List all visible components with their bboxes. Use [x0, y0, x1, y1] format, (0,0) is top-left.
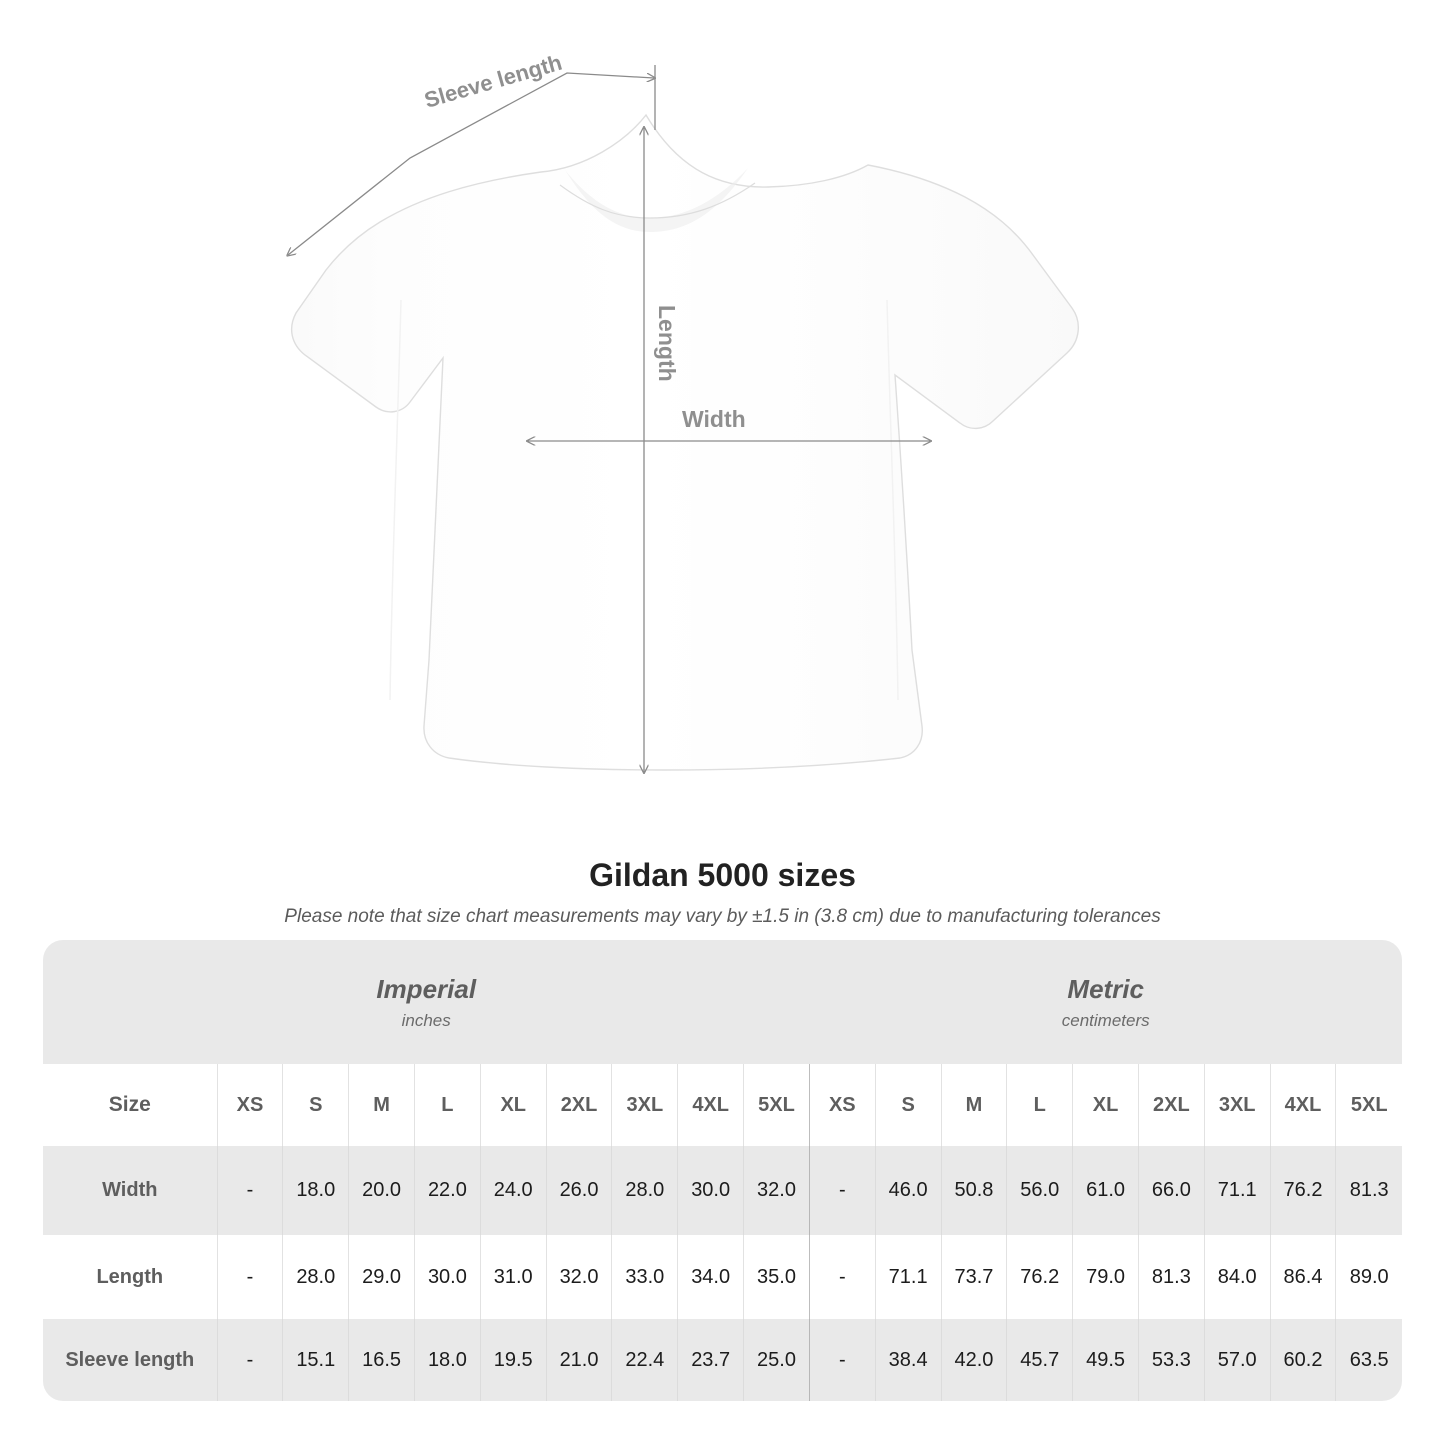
- svg-text:Sleeve length: Sleeve length: [421, 50, 564, 113]
- svg-text:Width: Width: [682, 406, 746, 432]
- svg-text:Length: Length: [654, 305, 680, 382]
